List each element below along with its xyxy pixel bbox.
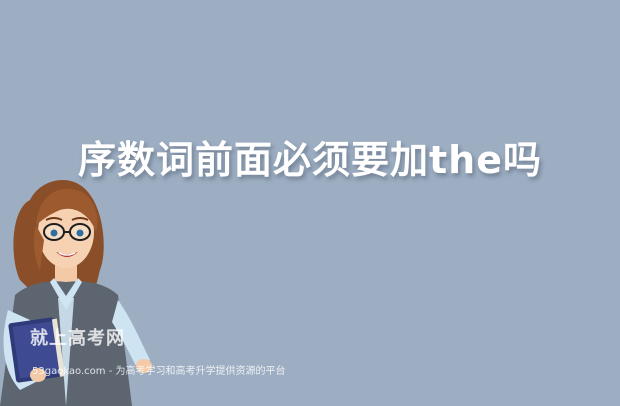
watermark-subtitle: 53gaokao.com - 为高考学习和高考升学提供资源的平台 xyxy=(32,366,286,377)
teacher-holding-book-icon xyxy=(0,180,152,406)
watermark-text: 就上高考网 xyxy=(30,328,125,349)
page-title: 序数词前面必须要加the吗 xyxy=(78,138,542,182)
